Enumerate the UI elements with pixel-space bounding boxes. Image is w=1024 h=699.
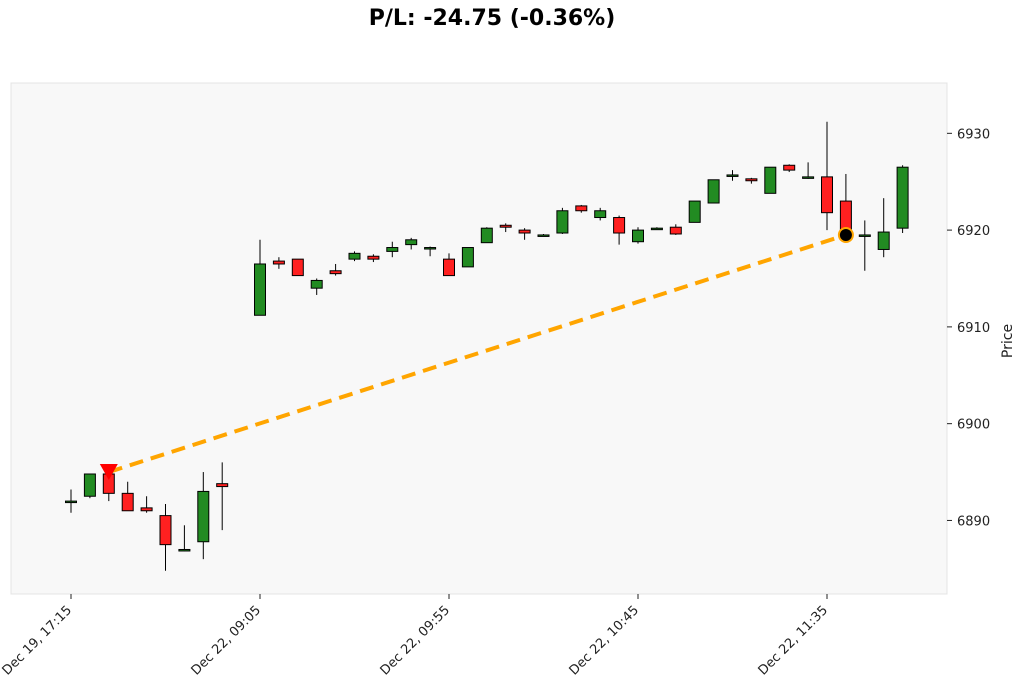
- candle-body-down: [121, 492, 134, 512]
- candle-body-up: [65, 500, 77, 504]
- candle-body-up: [650, 227, 663, 231]
- candle-body-down: [140, 507, 153, 512]
- candle-body-down: [783, 164, 796, 171]
- candle-body-up: [537, 234, 550, 237]
- candle-body-up: [556, 210, 569, 234]
- candle-body-up: [877, 231, 890, 250]
- candle-body-up: [310, 279, 323, 289]
- x-tick-label: Dec 19, 17:15: [0, 603, 75, 678]
- candle-body-up: [348, 252, 361, 260]
- candle-body-up: [83, 473, 96, 497]
- x-tick-label: Dec 22, 09:55: [378, 603, 453, 678]
- candle-body-up: [858, 234, 871, 237]
- y-tick-label: 6900: [957, 418, 990, 433]
- plot-area: [10, 82, 948, 595]
- trade-line: [108, 233, 847, 474]
- x-tick-label: Dec 22, 09:05: [189, 603, 264, 678]
- candle-body-up: [594, 210, 607, 219]
- trade-overlay: [99, 226, 854, 481]
- candle-body-up: [424, 247, 437, 250]
- candle-body-down: [669, 226, 682, 235]
- candle-body-up: [405, 239, 418, 246]
- candles: [65, 121, 909, 571]
- candle-body-up: [254, 263, 266, 316]
- exit-marker: [837, 226, 854, 243]
- candle-body-up: [632, 229, 644, 243]
- y-tick-label: 6930: [957, 127, 990, 142]
- x-axis: Dec 19, 17:15 Dec 22, 09:05 Dec 22, 09:55 D…: [0, 594, 831, 678]
- y-tick-label: 6910: [957, 321, 990, 336]
- candle-body-down: [216, 483, 229, 488]
- candle-body-down: [272, 260, 285, 265]
- y-tick-label: 6890: [957, 514, 990, 529]
- candle-body-down: [329, 270, 342, 275]
- candle-body-up: [480, 227, 493, 244]
- candle-body-up: [197, 490, 210, 543]
- candle-body-up: [764, 166, 777, 194]
- candle-body-up: [461, 247, 474, 268]
- candle-body-down: [745, 178, 758, 182]
- candle-body-up: [707, 179, 720, 204]
- candle-body-down: [821, 176, 833, 214]
- x-tick-label: Dec 22, 11:35: [756, 603, 831, 678]
- chart-title: P/L: -24.75 (-0.36%): [368, 6, 616, 31]
- candle-body-up: [726, 174, 739, 177]
- candle-body-down: [575, 205, 588, 212]
- candle-body-down: [159, 515, 172, 546]
- candle-body-up: [688, 200, 701, 223]
- entry-marker: [99, 464, 118, 481]
- candle-body-up: [386, 247, 399, 252]
- candle-body-down: [291, 258, 304, 277]
- candle-body-down: [367, 255, 380, 260]
- candle-body-down: [613, 217, 626, 234]
- y-tick-label: 6920: [957, 224, 990, 239]
- y-axis-title: Price: [1000, 324, 1016, 358]
- candle-body-up: [178, 548, 191, 552]
- candle-body-down: [518, 229, 531, 234]
- candle-body-up: [896, 166, 909, 229]
- candle-body-down: [499, 224, 512, 228]
- candle-body-down: [443, 258, 455, 277]
- y-axis: 6890 6900 6910 6920 6930: [947, 127, 990, 529]
- x-tick-label: Dec 22, 10:45: [567, 603, 642, 678]
- candle-body-up: [802, 176, 815, 179]
